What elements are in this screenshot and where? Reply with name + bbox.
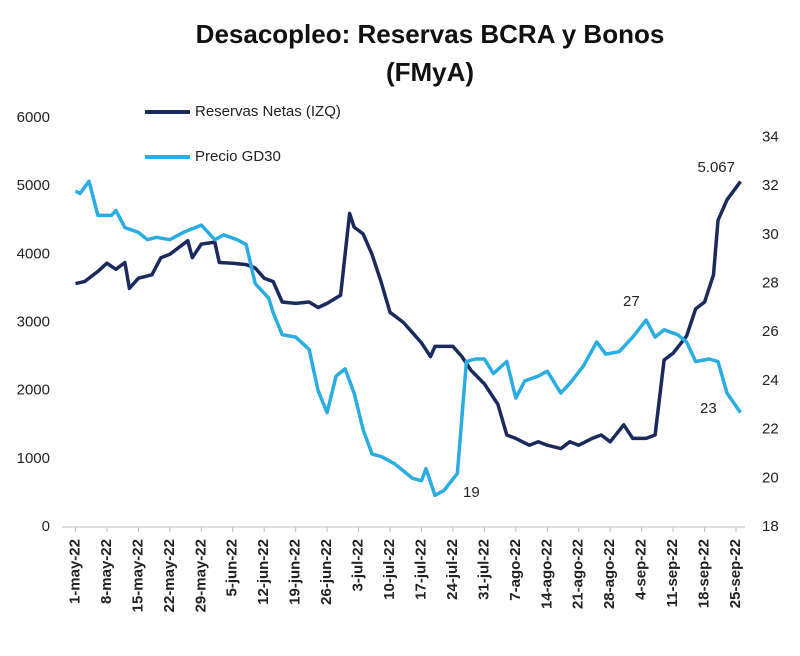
legend-label: Precio GD30 bbox=[195, 148, 281, 165]
x-tick-label: 19-jun-22 bbox=[287, 539, 304, 605]
x-tick-label: 24-jul-22 bbox=[444, 539, 461, 600]
series-line bbox=[75, 180, 742, 451]
y-tick-label: 6000 bbox=[17, 109, 50, 126]
x-tick-label: 11-sep-22 bbox=[664, 539, 681, 607]
chart-title: Desacopleo: Reservas BCRA y Bonos bbox=[196, 19, 665, 49]
x-tick-label: 3-jul-22 bbox=[350, 539, 367, 592]
x-tick-label: 26-jun-22 bbox=[318, 539, 335, 605]
y2-tick-label: 28 bbox=[762, 275, 779, 292]
x-tick-label: 12-jun-22 bbox=[255, 539, 272, 605]
x-tick-label: 15-may-22 bbox=[129, 539, 146, 612]
annotation: 5.067 bbox=[697, 159, 735, 176]
x-tick-label: 17-jul-22 bbox=[412, 539, 429, 600]
y-tick-label: 5000 bbox=[17, 177, 50, 194]
x-tick-label: 1-may-22 bbox=[66, 539, 83, 604]
series-line bbox=[74, 179, 742, 498]
y2-tick-label: 20 bbox=[762, 469, 779, 486]
chart-title: (FMyA) bbox=[386, 57, 474, 87]
annotation: 27 bbox=[623, 293, 640, 310]
x-tick-label: 18-sep-22 bbox=[696, 539, 713, 608]
x-tick-label: 4-sep-22 bbox=[633, 539, 650, 600]
y2-tick-label: 24 bbox=[762, 372, 779, 389]
y2-tick-label: 32 bbox=[762, 177, 779, 194]
y-tick-label: 1000 bbox=[17, 450, 50, 467]
x-tick-label: 28-ago-22 bbox=[601, 539, 618, 609]
legend-label: Reservas Netas (IZQ) bbox=[195, 103, 341, 120]
x-tick-label: 29-may-22 bbox=[192, 539, 209, 612]
y-tick-label: 3000 bbox=[17, 313, 50, 330]
annotation: 19 bbox=[463, 484, 480, 501]
x-tick-label: 14-ago-22 bbox=[538, 539, 555, 609]
y-tick-label: 0 bbox=[42, 518, 50, 535]
y-tick-label: 4000 bbox=[17, 245, 50, 262]
x-tick-label: 5-jun-22 bbox=[224, 539, 241, 597]
x-tick-label: 25-sep-22 bbox=[727, 539, 744, 608]
x-tick-label: 8-may-22 bbox=[98, 539, 115, 604]
x-tick-label: 7-ago-22 bbox=[507, 539, 524, 601]
x-tick-label: 21-ago-22 bbox=[570, 539, 587, 609]
y-tick-label: 2000 bbox=[17, 382, 50, 399]
annotation: 23 bbox=[700, 400, 717, 417]
x-tick-label: 10-jul-22 bbox=[381, 539, 398, 600]
y2-tick-label: 22 bbox=[762, 421, 779, 438]
x-tick-label: 31-jul-22 bbox=[475, 539, 492, 600]
x-tick-label: 22-may-22 bbox=[161, 539, 178, 612]
y2-tick-label: 30 bbox=[762, 226, 779, 243]
y2-tick-label: 18 bbox=[762, 518, 779, 535]
y2-tick-label: 26 bbox=[762, 323, 779, 340]
y2-tick-label: 34 bbox=[762, 128, 779, 145]
